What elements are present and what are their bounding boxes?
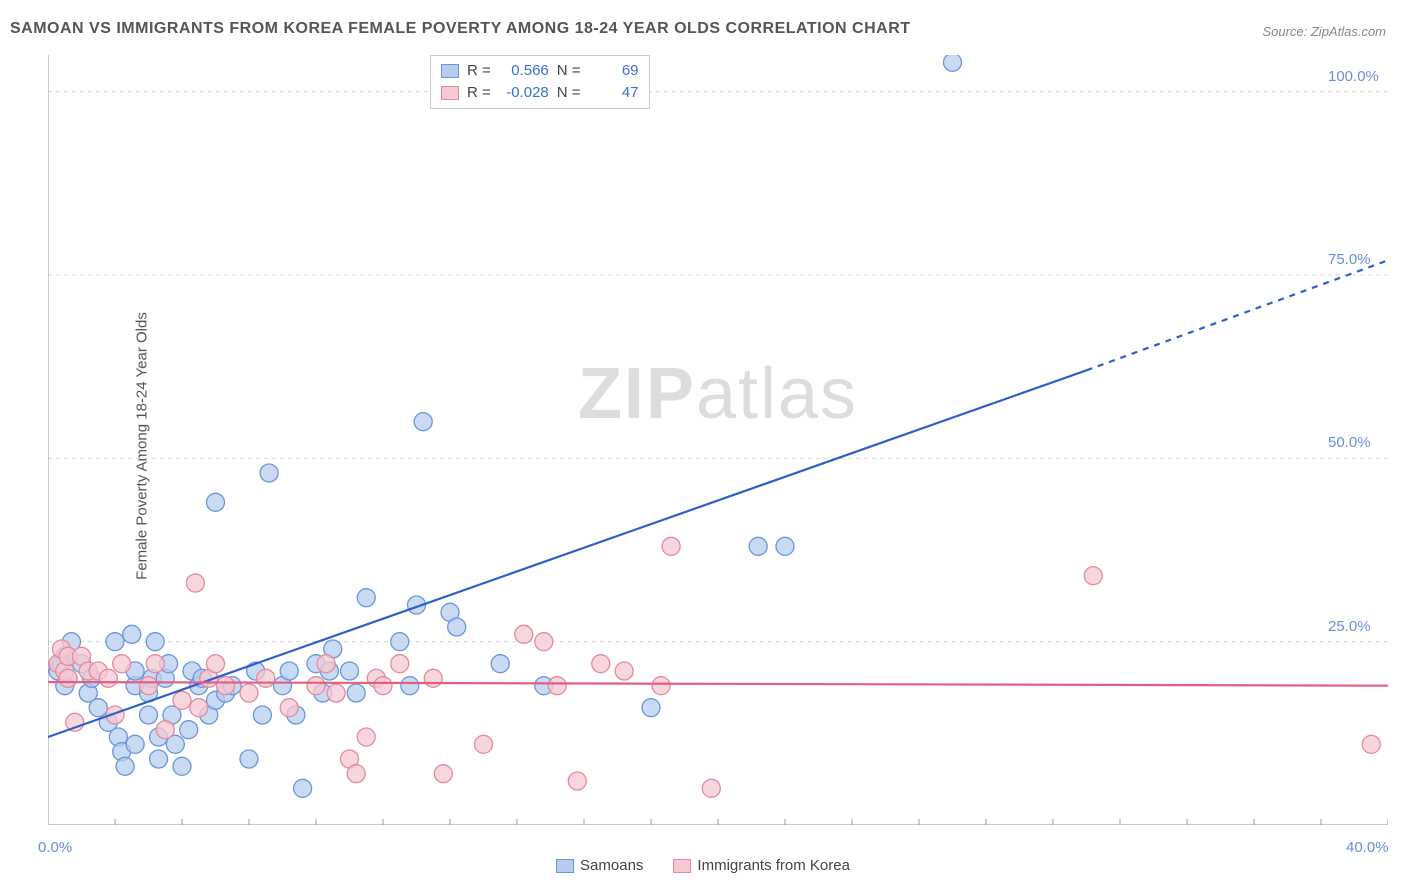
legend-item-samoans: Samoans: [556, 857, 643, 874]
y-tick-75: 75.0%: [1328, 251, 1371, 268]
stats-row-samoans: R = 0.566 N = 69: [441, 60, 639, 82]
chart-container: SAMOAN VS IMMIGRANTS FROM KOREA FEMALE P…: [0, 0, 1406, 892]
y-tick-25: 25.0%: [1328, 618, 1371, 635]
stats-legend-box: R = 0.566 N = 69 R = -0.028 N = 47: [430, 55, 650, 109]
chart-title: SAMOAN VS IMMIGRANTS FROM KOREA FEMALE P…: [10, 20, 911, 38]
bottom-legend: Samoans Immigrants from Korea: [556, 857, 850, 874]
n-value-samoans: 69: [589, 60, 639, 82]
legend-swatch-korea-icon: [673, 859, 691, 873]
x-tick-0: 0.0%: [38, 839, 72, 856]
swatch-samoans-icon: [441, 64, 459, 78]
plot-area: ZIPatlas: [48, 55, 1388, 825]
scatter-svg: [48, 55, 1388, 825]
y-tick-100: 100.0%: [1328, 68, 1379, 85]
r-label-2: R =: [467, 82, 491, 104]
stats-row-korea: R = -0.028 N = 47: [441, 82, 639, 104]
legend-item-korea: Immigrants from Korea: [673, 857, 850, 874]
x-tick-1: 40.0%: [1346, 839, 1389, 856]
legend-label-samoans: Samoans: [580, 857, 643, 874]
r-value-korea: -0.028: [499, 82, 549, 104]
r-label: R =: [467, 60, 491, 82]
n-value-korea: 47: [589, 82, 639, 104]
r-value-samoans: 0.566: [499, 60, 549, 82]
legend-label-korea: Immigrants from Korea: [697, 857, 850, 874]
source-attribution: Source: ZipAtlas.com: [1262, 24, 1386, 39]
n-label-2: N =: [557, 82, 581, 104]
y-tick-50: 50.0%: [1328, 434, 1371, 451]
legend-swatch-samoans-icon: [556, 859, 574, 873]
n-label: N =: [557, 60, 581, 82]
swatch-korea-icon: [441, 86, 459, 100]
